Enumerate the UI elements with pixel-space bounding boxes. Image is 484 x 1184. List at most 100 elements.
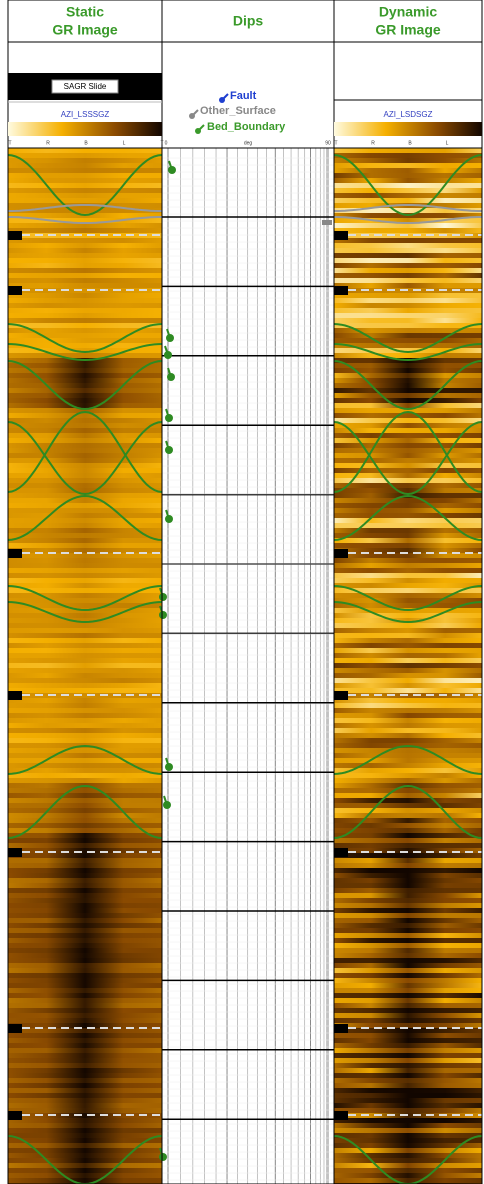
legend-symbol (189, 113, 195, 119)
image-strip (8, 758, 162, 764)
bedding-sinusoid (333, 154, 483, 217)
image-strip (8, 953, 162, 959)
image-strip (334, 323, 482, 329)
gap-marker (8, 286, 22, 295)
image-strip (8, 1008, 162, 1014)
image-strip (8, 1128, 162, 1134)
image-strip (334, 733, 482, 739)
image-strip (8, 638, 162, 644)
image-strip (334, 758, 482, 764)
image-strip (334, 613, 482, 619)
image-strip (8, 193, 162, 199)
track-title: GR Image (375, 22, 441, 38)
bedding-sinusoid (7, 410, 163, 493)
dip-tadpole (165, 414, 173, 422)
bedding-sinusoid (7, 360, 163, 411)
image-strip (8, 763, 162, 769)
image-strip (8, 853, 162, 859)
image-strip (334, 548, 482, 554)
image-strip (8, 263, 162, 269)
image-strip (8, 948, 162, 954)
slide-label[interactable]: SAGR Slide (64, 82, 107, 91)
image-strip (8, 1073, 162, 1079)
image-strip (8, 158, 162, 164)
image-strip (334, 963, 482, 969)
bedding-sinusoid (7, 323, 163, 354)
image-strip (334, 653, 482, 659)
image-strip (8, 623, 162, 629)
image-strip (8, 353, 162, 359)
bedding-sinusoid (333, 421, 483, 496)
gap-marker (8, 1111, 22, 1120)
image-strip (334, 518, 482, 524)
image-strip (334, 993, 482, 999)
image-strip (8, 1143, 162, 1149)
image-strip (8, 1158, 162, 1164)
image-strip (8, 278, 162, 284)
image-strip (8, 1153, 162, 1159)
image-strip (8, 883, 162, 889)
image-strip (334, 803, 482, 809)
image-strip (8, 773, 162, 779)
legend-symbol (219, 97, 225, 103)
image-strip (8, 568, 162, 574)
image-strip (8, 298, 162, 304)
image-strip (334, 193, 482, 199)
image-strip (8, 403, 162, 409)
image-strip (8, 983, 162, 989)
image-strip (334, 913, 482, 919)
image-strip (8, 718, 162, 724)
image-strip (334, 648, 482, 654)
image-strip (8, 333, 162, 339)
color-bar (8, 122, 162, 136)
image-strip (8, 633, 162, 639)
image-strip (8, 933, 162, 939)
image-strip (8, 208, 162, 214)
image-strip (334, 498, 482, 504)
image-strip (334, 363, 482, 369)
image-strip (8, 863, 162, 869)
slide-button[interactable] (51, 79, 119, 94)
bedding-sinusoid (7, 744, 163, 775)
image-strip (334, 1093, 482, 1099)
image-strip (8, 393, 162, 399)
bedding-sinusoid (333, 410, 483, 493)
image-strip (8, 363, 162, 369)
image-strip (8, 793, 162, 799)
image-strip (334, 983, 482, 989)
image-strip (8, 498, 162, 504)
image-strip (334, 688, 482, 694)
dip-tadpole (165, 446, 173, 454)
image-strip (8, 1163, 162, 1169)
image-strip (334, 1153, 482, 1159)
image-strip (8, 748, 162, 754)
image-strip (8, 443, 162, 449)
image-strip (334, 558, 482, 564)
image-strip (334, 1083, 482, 1089)
image-strip (334, 1098, 482, 1104)
image-strip (334, 423, 482, 429)
image-strip (8, 803, 162, 809)
image-strip (334, 898, 482, 904)
image-strip (8, 578, 162, 584)
image-strip (8, 808, 162, 814)
image-strip (334, 153, 482, 159)
image-strip (334, 933, 482, 939)
image-strip (334, 768, 482, 774)
curve-label: AZI_LSDSGZ (384, 110, 433, 119)
image-strip (8, 583, 162, 589)
image-strip (334, 1013, 482, 1019)
image-strip (334, 853, 482, 859)
image-strip (334, 173, 482, 179)
image-strip (334, 823, 482, 829)
image-strip (334, 483, 482, 489)
image-strip (334, 923, 482, 929)
image-strip (8, 738, 162, 744)
image-strip (334, 433, 482, 439)
image-strip (334, 443, 482, 449)
image-strip (8, 198, 162, 204)
scale-label: R (371, 140, 375, 146)
image-strip (8, 343, 162, 349)
image-strip (334, 658, 482, 664)
frame (7, 0, 483, 1184)
